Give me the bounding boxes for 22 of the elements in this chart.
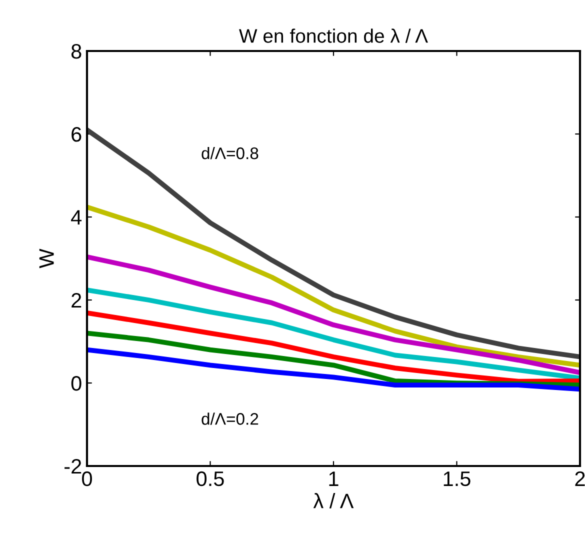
x-tick-label: 1 bbox=[329, 472, 338, 486]
y-tick-label: 8 bbox=[71, 44, 82, 59]
x-tick-label: 2 bbox=[575, 471, 585, 486]
x-tick-label: 0 bbox=[82, 471, 92, 486]
annotation: d/Λ=0.8 bbox=[202, 146, 258, 160]
y-tick-label: 0 bbox=[71, 376, 82, 391]
x-axis-title: λ / Λ bbox=[313, 493, 354, 508]
x-tick-label: 1.5 bbox=[444, 472, 470, 486]
line-series bbox=[87, 204, 580, 368]
y-tick-label: 6 bbox=[72, 127, 82, 142]
chart-title: W en fonction de λ / Λ bbox=[239, 28, 428, 43]
line-series bbox=[87, 254, 580, 376]
line-series bbox=[87, 310, 580, 384]
line-series bbox=[87, 288, 580, 380]
line-series bbox=[87, 127, 580, 360]
y-axis-title: W bbox=[39, 248, 54, 268]
y-tick-label: 2 bbox=[72, 293, 82, 308]
line-series bbox=[87, 347, 580, 392]
annotation: d/Λ=0.2 bbox=[202, 412, 258, 425]
x-tick-label: 0.5 bbox=[196, 471, 224, 486]
y-tick-label: 4 bbox=[71, 210, 82, 225]
y-tick-label: -2 bbox=[64, 459, 82, 474]
